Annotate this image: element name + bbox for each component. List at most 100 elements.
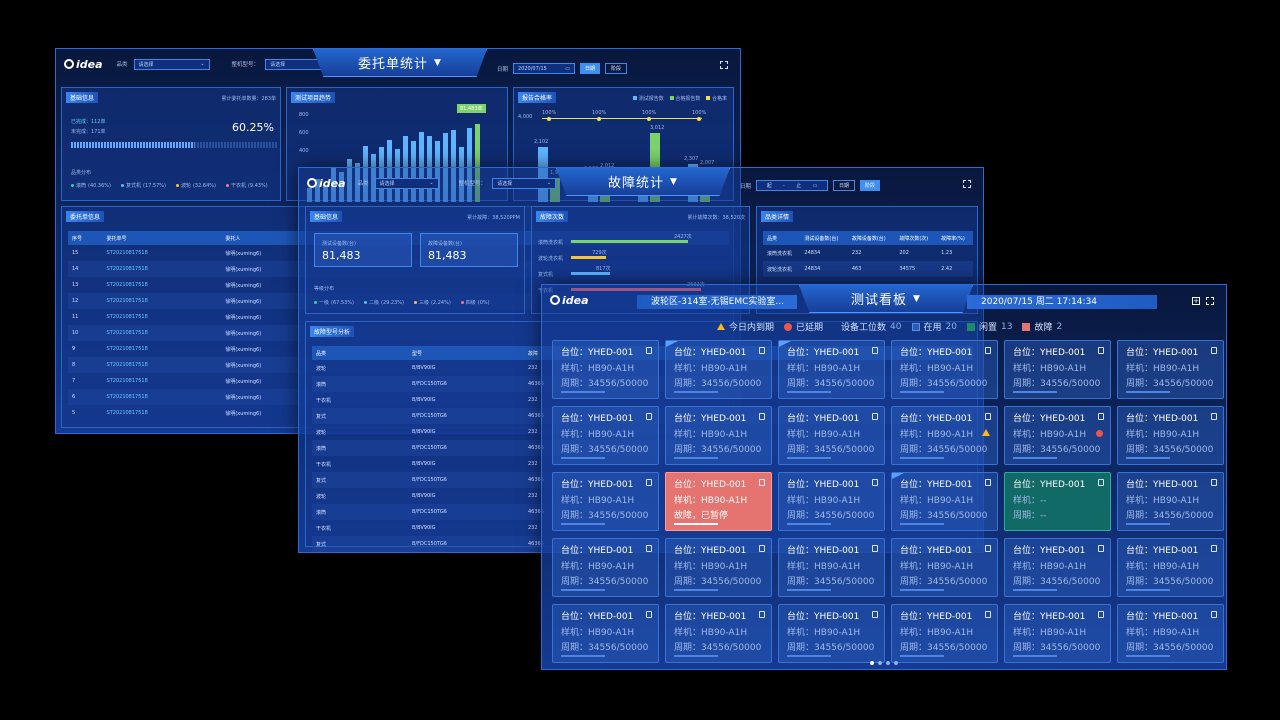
station-card[interactable]: 台位：YHED-001 样机：HB90-A1H 周期：34556/50000	[552, 538, 659, 597]
tab-day[interactable]: 日期	[833, 180, 856, 191]
tab-period[interactable]: 阶段	[860, 180, 881, 191]
table-row[interactable]: 9 ST20210817518 徐明(xuming6)	[68, 341, 729, 357]
document-icon[interactable]	[872, 413, 878, 420]
table-cell[interactable]: ST20210817518	[102, 261, 222, 277]
station-card[interactable]: 台位：YHED-001 样机：HB90-A1H 周期：34556/50000	[1117, 340, 1224, 399]
table-row[interactable]: 干衣机 B/BV90IG 232	[312, 392, 973, 408]
station-card[interactable]: 台位：YHED-001 样机：HB90-A1H 周期：34556/50000	[778, 406, 885, 465]
title-dropdown[interactable]: 委托单统计 ▼	[313, 49, 487, 77]
document-icon[interactable]	[985, 611, 991, 618]
document-icon[interactable]	[872, 545, 878, 552]
document-icon[interactable]	[872, 611, 878, 618]
document-icon[interactable]	[985, 347, 991, 354]
document-icon[interactable]	[1211, 611, 1217, 618]
station-card[interactable]: 台位：YHED-001 样机：HB90-A1H 周期：34556/50000	[665, 538, 772, 597]
page-dot[interactable]	[878, 661, 882, 665]
document-icon[interactable]	[1098, 545, 1104, 552]
station-card[interactable]: 台位：YHED-001 样机：HB90-A1H 周期：34556/50000	[1004, 340, 1111, 399]
document-icon[interactable]	[1098, 413, 1104, 420]
document-icon[interactable]	[985, 413, 991, 420]
station-card[interactable]: 台位：YHED-001 样机：HB90-A1H 周期：34556/50000	[552, 406, 659, 465]
title-dropdown[interactable]: 故障统计 ▼	[556, 168, 730, 196]
document-icon[interactable]	[646, 545, 652, 552]
table-row[interactable]: 波轮 B/BV90IG 232	[312, 360, 973, 376]
station-card[interactable]: 台位：YHED-001 样机：HB90-A1H 周期：34556/50000	[778, 604, 885, 663]
document-icon[interactable]	[1211, 347, 1217, 354]
table-cell[interactable]: ST20210817518	[106, 314, 148, 320]
document-icon[interactable]	[646, 347, 652, 354]
document-icon[interactable]	[985, 545, 991, 552]
station-card[interactable]: 台位：YHED-001 样机：-- 周期：--	[1004, 472, 1111, 531]
location-select[interactable]: 波轮区-314室-无锡EMC实验室...	[637, 295, 797, 309]
station-card[interactable]: 台位：YHED-001 样机：HB90-A1H 周期：34556/50000	[552, 472, 659, 531]
table-cell[interactable]: ST20210817518	[106, 378, 148, 384]
table-row[interactable]: 7 ST20210817518 徐明(xuming6)	[68, 373, 729, 389]
station-card[interactable]: 台位：YHED-001 样机：HB90-A1H 周期：34556/50000	[1117, 538, 1224, 597]
tab-period[interactable]: 阶段	[605, 63, 628, 74]
tab-day[interactable]: 日期	[580, 63, 601, 74]
page-dot[interactable]	[886, 661, 890, 665]
page-dot[interactable]	[870, 661, 874, 665]
table-row[interactable]: 15 ST20210817518 徐明(xuming6)	[68, 245, 729, 261]
table-row[interactable]: 波轮洗衣机 24834 463 34575 2.42	[763, 261, 973, 277]
table-row[interactable]: 波轮 B/BV90IG 232	[312, 488, 973, 504]
table-row[interactable]: 11 ST20210817518 徐明(xuming6)	[68, 309, 729, 325]
station-card[interactable]: 台位：YHED-001 样机：HB90-A1H 周期：34556/50000	[1004, 406, 1111, 465]
table-cell[interactable]: ST20210817518	[102, 389, 222, 405]
fullscreen-icon[interactable]	[720, 61, 728, 69]
station-card[interactable]: 台位：YHED-001 样机：HB90-A1H 周期：34556/50000	[552, 340, 659, 399]
station-card[interactable]: 台位：YHED-001 样机：HB90-A1H 周期：34556/50000	[891, 538, 998, 597]
station-card[interactable]: 台位：YHED-001 样机：HB90-A1H 周期：34556/50000	[891, 604, 998, 663]
station-card[interactable]: 台位：YHED-001 样机：HB90-A1H 故障，已暂停	[665, 472, 772, 531]
station-card[interactable]: 台位：YHED-001 样机：HB90-A1H 周期：34556/50000	[1117, 472, 1224, 531]
model-select[interactable]: 请选择⌄	[492, 177, 557, 189]
date-input[interactable]: 2020/07/15 ▭	[513, 63, 576, 74]
station-card[interactable]: 台位：YHED-001 样机：HB90-A1H 周期：34556/50000	[1004, 604, 1111, 663]
station-card[interactable]: 台位：YHED-001 样机：HB90-A1H 周期：34556/50000	[665, 604, 772, 663]
table-cell[interactable]: ST20210817518	[102, 357, 222, 373]
station-card[interactable]: 台位：YHED-001 样机：HB90-A1H 周期：34556/50000	[1117, 604, 1224, 663]
document-icon[interactable]	[1211, 413, 1217, 420]
station-card[interactable]: 台位：YHED-001 样机：HB90-A1H 周期：34556/50000	[1004, 538, 1111, 597]
station-card[interactable]: 台位：YHED-001 样机：HB90-A1H 周期：34556/50000	[665, 340, 772, 399]
document-icon[interactable]	[759, 479, 765, 486]
station-card[interactable]: 台位：YHED-001 样机：HB90-A1H 周期：34556/50000	[891, 472, 998, 531]
station-card[interactable]: 台位：YHED-001 样机：HB90-A1H 周期：34556/50000	[891, 406, 998, 465]
station-card[interactable]: 台位：YHED-001 样机：HB90-A1H 周期：34556/50000	[891, 340, 998, 399]
table-row[interactable]: 滚筒洗衣机 24834 232 202 1.23	[763, 245, 973, 261]
table-cell[interactable]: ST20210817518	[106, 282, 148, 288]
page-dot[interactable]	[894, 661, 898, 665]
document-icon[interactable]	[1211, 545, 1217, 552]
table-row[interactable]: 5 ST20210817518 徐明(xuming6)	[68, 405, 729, 421]
document-icon[interactable]	[1211, 479, 1217, 486]
fullscreen-icon[interactable]	[1206, 297, 1214, 305]
document-icon[interactable]	[1098, 347, 1104, 354]
date-range-input[interactable]: 起 - 止 ▭	[756, 180, 829, 191]
document-icon[interactable]	[759, 545, 765, 552]
table-row[interactable]: 13 ST20210817518 徐明(xuming6)	[68, 277, 729, 293]
document-icon[interactable]	[759, 413, 765, 420]
document-icon[interactable]	[872, 347, 878, 354]
category-select[interactable]: 请选择 ⌄	[374, 177, 439, 189]
fullscreen-icon[interactable]	[963, 180, 971, 188]
table-row[interactable]: 干衣机 B/BV90IG 232	[312, 456, 973, 472]
title-dropdown[interactable]: 测试看板 ▼	[799, 285, 973, 313]
document-icon[interactable]	[985, 479, 991, 486]
table-cell[interactable]: ST20210817518	[106, 410, 148, 416]
document-icon[interactable]	[872, 479, 878, 486]
document-icon[interactable]	[646, 611, 652, 618]
category-select[interactable]: 请选择 ⌄	[133, 58, 210, 70]
station-card[interactable]: 台位：YHED-001 样机：HB90-A1H 周期：34556/50000	[552, 604, 659, 663]
document-icon[interactable]	[1098, 611, 1104, 618]
station-card[interactable]: 台位：YHED-001 样机：HB90-A1H 周期：34556/50000	[1117, 406, 1224, 465]
station-card[interactable]: 台位：YHED-001 样机：HB90-A1H 周期：34556/50000	[778, 340, 885, 399]
station-card[interactable]: 台位：YHED-001 样机：HB90-A1H 周期：34556/50000	[778, 538, 885, 597]
document-icon[interactable]	[759, 611, 765, 618]
table-cell[interactable]: ST20210817518	[102, 293, 222, 309]
battery-icon[interactable]	[1098, 479, 1104, 486]
station-card[interactable]: 台位：YHED-001 样机：HB90-A1H 周期：34556/50000	[778, 472, 885, 531]
add-icon[interactable]: +	[1192, 297, 1200, 305]
table-row[interactable]: 干衣机 B/BV90IG 232	[312, 520, 973, 536]
document-icon[interactable]	[646, 413, 652, 420]
table-cell[interactable]: ST20210817518	[102, 325, 222, 341]
